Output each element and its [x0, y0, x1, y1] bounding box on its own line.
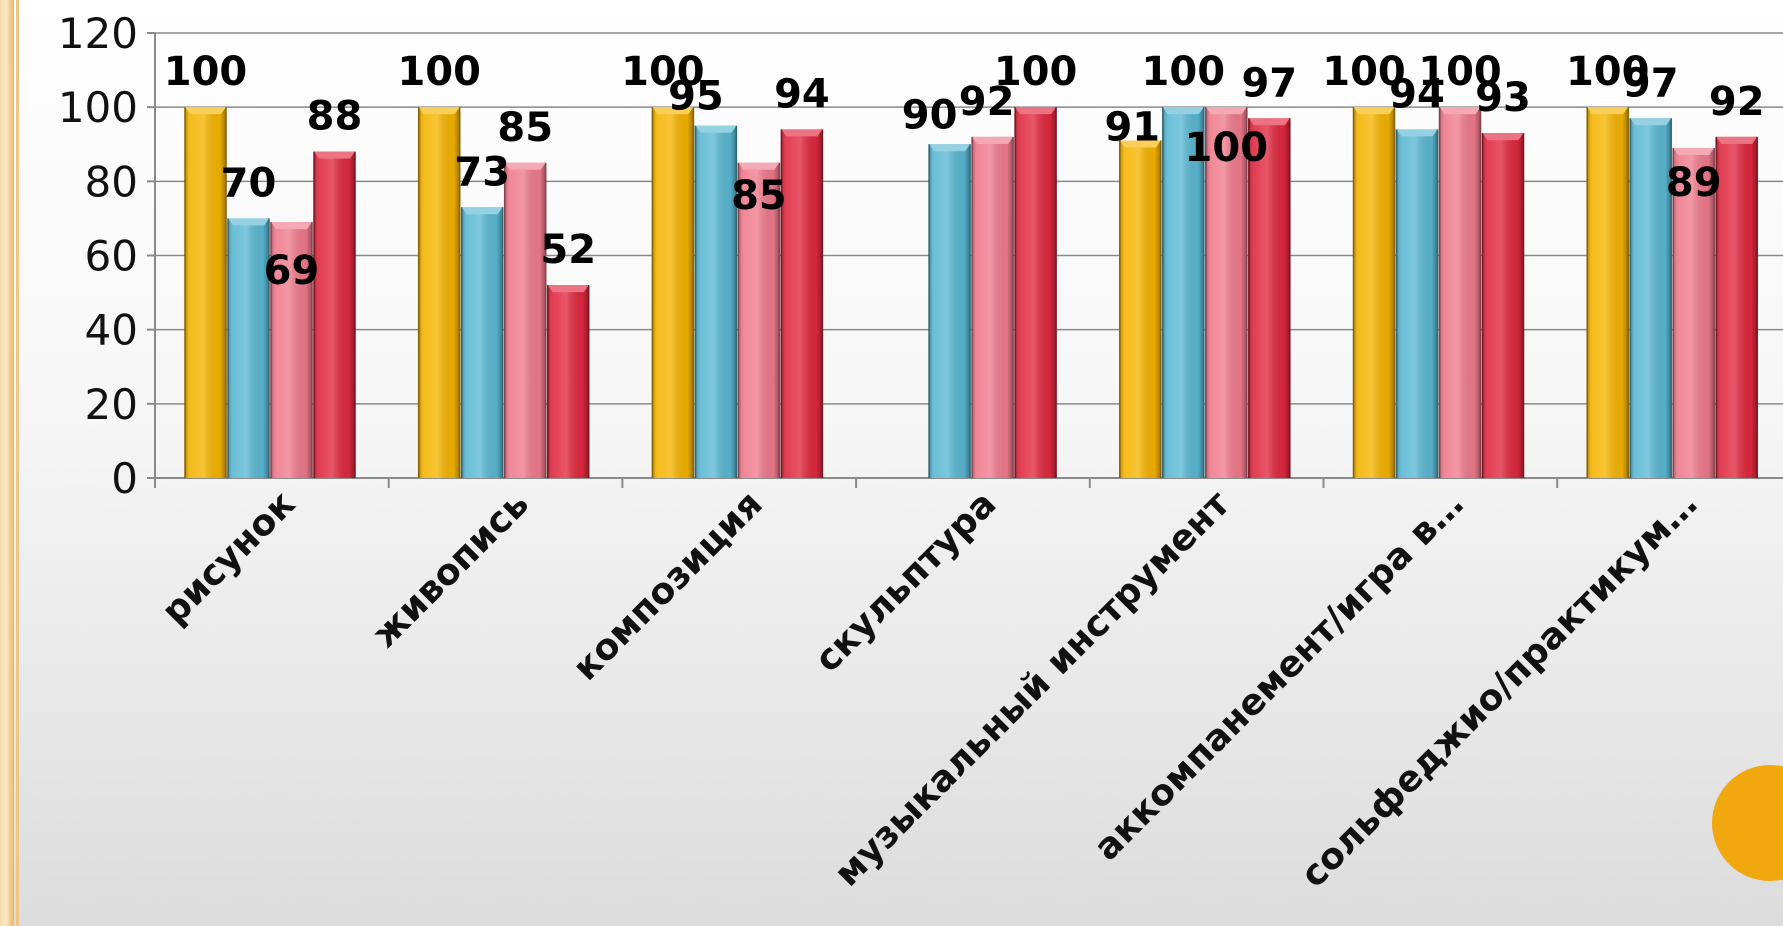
bar — [1205, 107, 1248, 479]
y-tick-label: 60 — [85, 232, 138, 281]
data-label: 95 — [668, 74, 724, 120]
y-tick-label: 80 — [85, 157, 138, 206]
bar — [1248, 118, 1291, 479]
y-tick-label: 40 — [85, 306, 138, 355]
bar — [1586, 107, 1629, 479]
bar — [1715, 136, 1758, 479]
data-label: 69 — [264, 248, 320, 294]
bar — [1481, 133, 1525, 478]
data-label: 92 — [959, 79, 1015, 125]
data-label: 94 — [1389, 71, 1445, 117]
bar — [1672, 147, 1715, 479]
bar — [460, 207, 504, 478]
bar — [651, 107, 695, 479]
x-tick-label: скульптура — [807, 483, 1004, 680]
x-tick-label: аккомпанемент/игра в… — [1086, 483, 1471, 868]
x-tick-label: музыкальный инструмент — [827, 483, 1238, 894]
data-label: 100 — [621, 49, 705, 95]
data-label: 91 — [1104, 105, 1160, 151]
x-tick-label: композиция — [565, 483, 770, 688]
data-label: 89 — [1666, 160, 1722, 206]
data-label: 100 — [994, 49, 1078, 95]
data-label: 90 — [902, 92, 958, 138]
data-label: 85 — [497, 105, 553, 151]
data-label: 100 — [1566, 49, 1650, 95]
data-label: 88 — [307, 94, 363, 140]
bar — [1162, 107, 1205, 479]
data-label: 97 — [1241, 60, 1297, 106]
y-tick-label: 100 — [58, 83, 138, 132]
bar — [971, 136, 1014, 479]
bar — [1438, 107, 1482, 479]
slide-left-border — [0, 0, 14, 926]
data-label: 97 — [1623, 60, 1679, 106]
x-tick-label: рисунок — [154, 483, 303, 632]
bar — [503, 162, 547, 478]
x-tick-label: сольфеджио/практикум… — [1293, 483, 1705, 895]
bar — [780, 129, 824, 478]
data-label: 52 — [540, 227, 596, 273]
bar — [694, 125, 738, 478]
bar — [546, 285, 590, 478]
bar — [1119, 140, 1162, 478]
bar — [1629, 118, 1672, 479]
bar — [1395, 129, 1439, 478]
bar — [227, 218, 270, 478]
data-label: 70 — [221, 160, 277, 206]
bar — [184, 107, 227, 479]
y-tick-label: 20 — [85, 380, 138, 429]
data-label: 73 — [454, 149, 510, 195]
bar — [928, 144, 971, 478]
slide-left-border-line — [16, 0, 19, 926]
data-label: 100 — [397, 49, 481, 95]
data-label: 100 — [1322, 49, 1406, 95]
y-tick-label: 0 — [111, 454, 138, 503]
data-label: 100 — [1418, 49, 1502, 95]
bar — [417, 107, 461, 479]
bar — [737, 162, 781, 478]
data-label: 100 — [1142, 49, 1226, 95]
data-label: 85 — [731, 173, 787, 219]
data-label: 100 — [164, 49, 248, 95]
data-label: 94 — [774, 71, 830, 117]
bar — [1352, 107, 1396, 479]
bars — [184, 107, 1758, 479]
data-label: 100 — [1185, 125, 1269, 171]
bar — [270, 222, 313, 478]
bar — [1014, 107, 1057, 479]
x-tick-label: живопись — [365, 483, 537, 655]
data-label: 93 — [1475, 75, 1531, 121]
data-label: 92 — [1709, 79, 1765, 125]
y-tick-label: 120 — [58, 9, 138, 58]
bar — [313, 151, 356, 478]
